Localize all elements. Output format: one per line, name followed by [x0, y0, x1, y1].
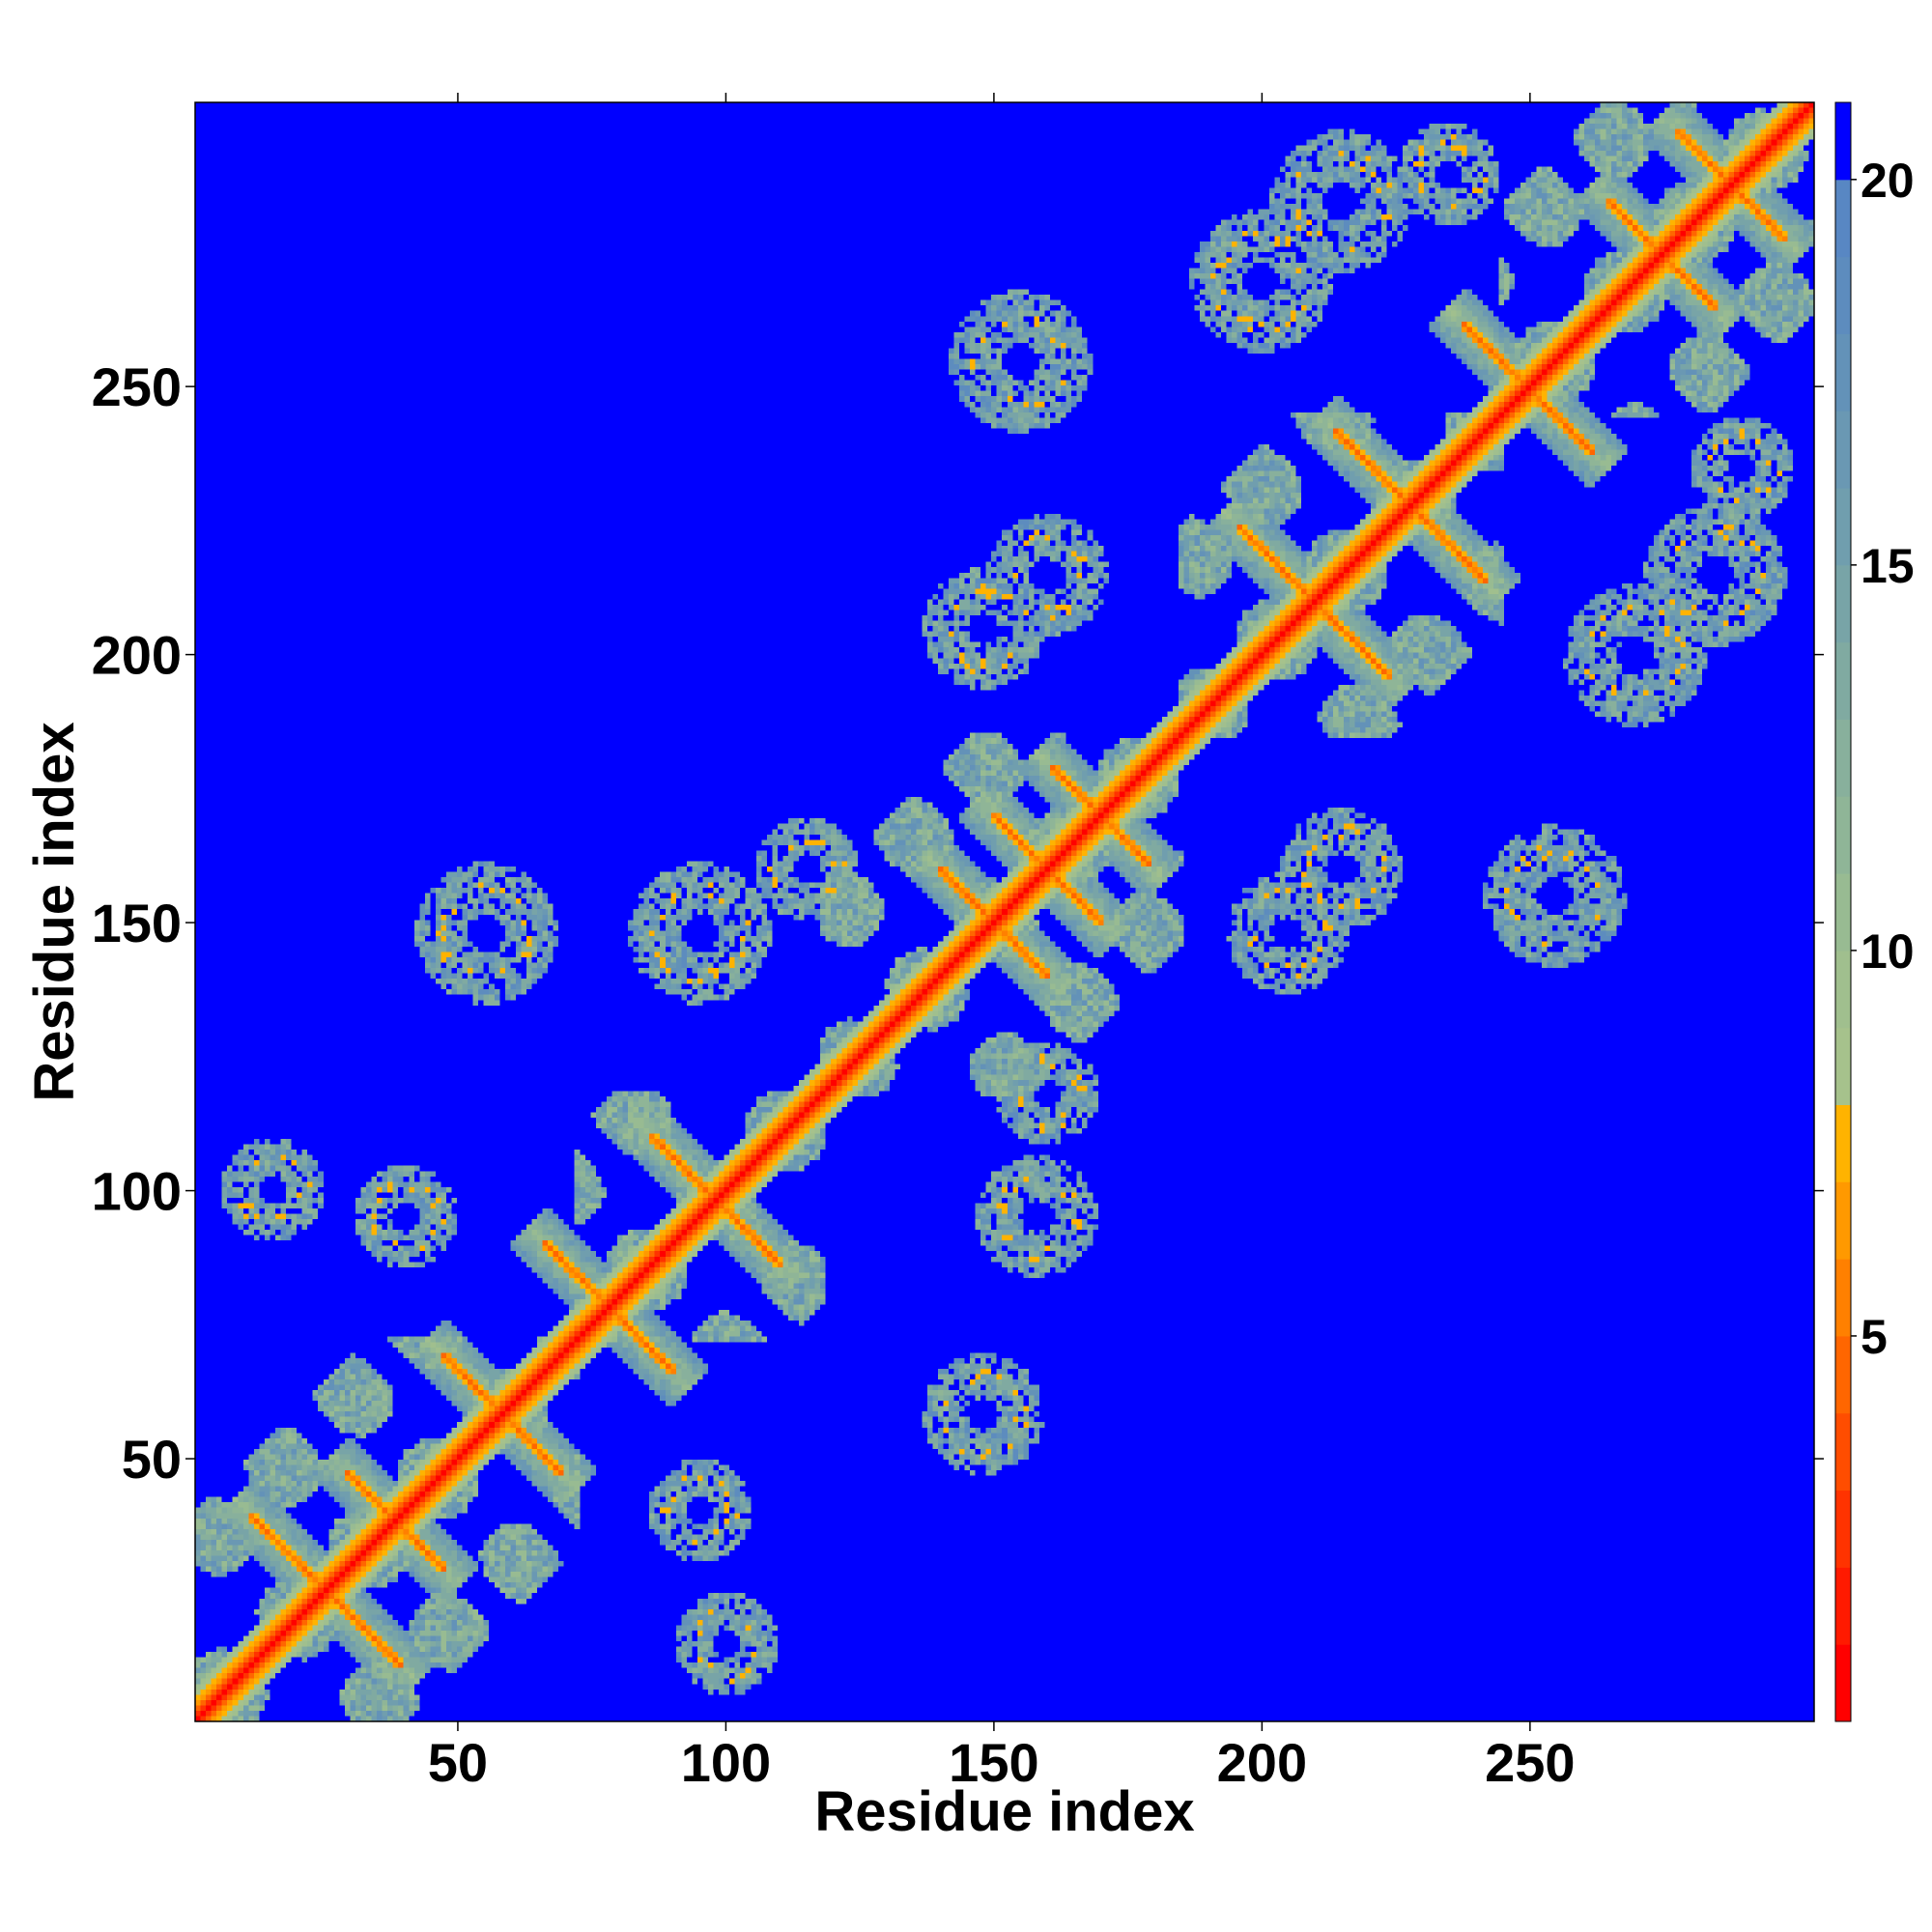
- y-tick-label: 50: [122, 1429, 182, 1490]
- colorbar-segment: [1835, 796, 1851, 874]
- colorbar-segment: [1835, 1490, 1851, 1568]
- colorbar-tick-label: 20: [1861, 154, 1915, 208]
- x-tick-label: 150: [949, 1732, 1038, 1793]
- x-axis-label: Residue index: [814, 1780, 1194, 1843]
- x-axis-ticks: 50 100 150 200 250: [428, 93, 1576, 1793]
- y-axis-label: Residue index: [23, 722, 86, 1101]
- colorbar-segment: [1835, 256, 1851, 334]
- colorbar-segment: [1835, 1567, 1851, 1645]
- plot-frame: [194, 101, 1815, 1722]
- colorbar-segment: [1835, 641, 1851, 720]
- colorbar-tick-label: 5: [1861, 1310, 1888, 1364]
- colorbar-segment: [1835, 1181, 1851, 1260]
- colorbar-segment: [1835, 1335, 1851, 1414]
- colorbar: [1834, 101, 1852, 1722]
- x-tick-label: 200: [1217, 1732, 1307, 1793]
- colorbar-tick-label: 10: [1861, 924, 1915, 979]
- colorbar-segment: [1835, 1412, 1851, 1492]
- x-tick-label: 50: [428, 1732, 488, 1793]
- colorbar-ticks: 5 10 15 20: [1851, 154, 1915, 1364]
- heatmap-plot-area: [195, 102, 1814, 1721]
- colorbar-segment: [1835, 1644, 1851, 1722]
- colorbar-segment: [1835, 1027, 1851, 1106]
- colorbar-segment: [1835, 179, 1851, 258]
- colorbar-tick-label: 15: [1861, 539, 1915, 593]
- x-tick-label: 250: [1485, 1732, 1575, 1793]
- y-tick-label: 150: [92, 893, 182, 953]
- y-axis-ticks: 50 100 150 200 250: [92, 356, 1824, 1490]
- colorbar-segment: [1835, 719, 1851, 797]
- y-tick-label: 100: [92, 1161, 182, 1222]
- colorbar-segment: [1835, 102, 1851, 181]
- y-tick-label: 250: [92, 356, 182, 417]
- y-tick-label: 200: [92, 625, 182, 686]
- colorbar-segment: [1835, 333, 1851, 412]
- colorbar-segment: [1835, 873, 1851, 952]
- colorbar-segment: [1835, 564, 1851, 643]
- colorbar-segment: [1835, 488, 1851, 566]
- colorbar-segment: [1835, 1104, 1851, 1182]
- colorbar-segment: [1835, 1259, 1851, 1337]
- plot-border: [194, 101, 1815, 1722]
- colorbar-border: [1834, 101, 1852, 1722]
- colorbar-segment: [1835, 411, 1851, 489]
- colorbar-segment: [1835, 950, 1851, 1029]
- x-tick-label: 100: [681, 1732, 771, 1793]
